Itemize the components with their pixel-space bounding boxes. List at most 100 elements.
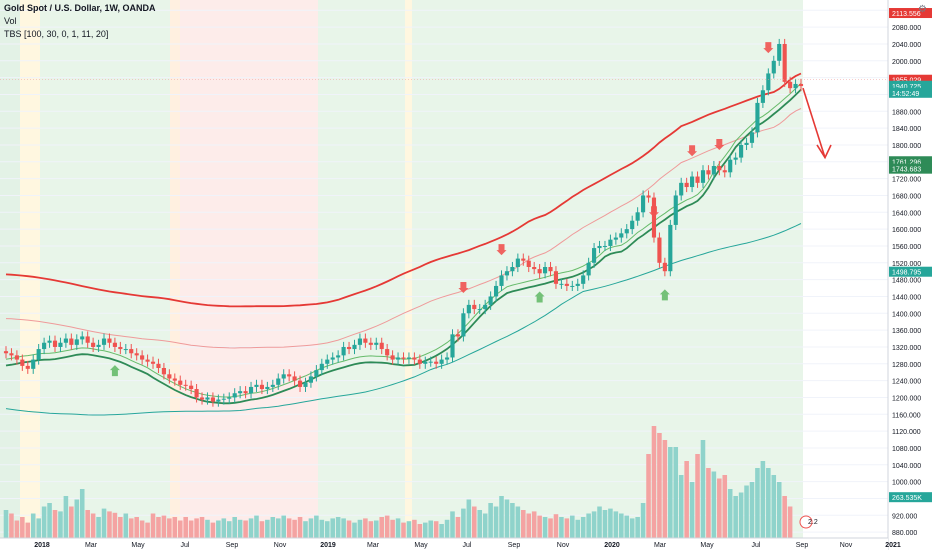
candle-body: [189, 385, 194, 390]
candle-body: [390, 355, 395, 360]
candle-body: [450, 334, 455, 358]
legend-volume[interactable]: Vol: [4, 16, 17, 26]
candle-body: [42, 342, 47, 350]
volume-bar: [711, 471, 717, 538]
volume-bar: [629, 518, 635, 538]
volume-badge-label: 2.2: [808, 519, 818, 526]
volume-bar: [548, 518, 553, 538]
settings-gear-icon[interactable]: ⚙: [918, 4, 927, 15]
time-axis: [0, 538, 888, 550]
background-zone: [803, 0, 888, 538]
candle-body: [363, 338, 368, 343]
candle-body: [178, 380, 183, 385]
volume-bar: [608, 508, 613, 538]
price-axis-label: 1320.000: [892, 345, 921, 352]
candle-body: [739, 144, 744, 158]
candle-body: [412, 357, 417, 360]
volume-bar: [96, 517, 101, 538]
candle-body: [597, 245, 602, 249]
price-axis-label: 1600.000: [892, 227, 921, 234]
volume-bar: [406, 521, 412, 538]
candle-body: [297, 380, 303, 387]
time-axis-label: Mar: [85, 542, 98, 549]
volume-bar: [232, 517, 237, 538]
candle-body: [728, 159, 733, 173]
candle-body: [744, 142, 749, 145]
price-axis-label: 1200.000: [892, 395, 921, 402]
volume-bar: [472, 506, 477, 538]
volume-bar: [657, 433, 662, 538]
candle-body: [613, 237, 618, 240]
volume-bar: [477, 510, 483, 538]
volume-bar: [744, 485, 749, 538]
volume-bar: [330, 518, 335, 538]
volume-bar: [308, 518, 314, 538]
volume-bar: [439, 524, 444, 538]
price-axis-label: 1080.000: [892, 446, 921, 453]
candle-body: [749, 132, 755, 143]
volume-bar: [417, 524, 423, 538]
time-axis-label: 2018: [34, 542, 50, 549]
price-axis-label: 1640.000: [892, 210, 921, 217]
volume-bar: [673, 447, 679, 538]
sell-signal-icon: [458, 282, 469, 294]
price-axis-label: 1880.000: [892, 109, 921, 116]
price-axis-label: 1280.000: [892, 362, 921, 369]
candle-body: [216, 399, 221, 402]
volume-bar: [156, 517, 161, 538]
volume-bar: [303, 521, 308, 538]
volume-bar: [570, 515, 575, 538]
time-axis-label: Mar: [367, 542, 380, 549]
volume-bar: [559, 517, 564, 538]
volume-bar: [335, 517, 341, 538]
price-axis-label: 1520.000: [892, 261, 921, 268]
volume-bar: [488, 503, 493, 538]
volume-bar: [112, 512, 118, 538]
volume-bar: [738, 492, 744, 538]
candle-body: [532, 267, 537, 270]
time-axis-label: Jul: [181, 542, 190, 549]
volume-bar: [499, 496, 504, 538]
ma-line-fast: [5, 88, 802, 405]
candle-body: [488, 296, 493, 305]
candle-body: [483, 304, 488, 310]
candle-body: [385, 349, 390, 356]
volume-bar: [36, 518, 41, 538]
legend-symbol[interactable]: Gold Spot / U.S. Dollar, 1W, OANDA: [4, 3, 156, 13]
volume-bar: [118, 517, 123, 538]
volume-bar: [265, 519, 270, 538]
candle-body: [635, 212, 640, 221]
volume-bar: [619, 513, 624, 538]
price-axis-label: 1000.000: [892, 480, 921, 487]
candle-body: [706, 170, 711, 175]
candle-body: [14, 355, 19, 360]
volume-bar: [521, 510, 526, 538]
candle-body: [85, 336, 90, 343]
candle-body: [194, 389, 199, 398]
price-axis-label: 1560.000: [892, 244, 921, 251]
background-zone: [40, 0, 170, 538]
volume-bar: [172, 517, 178, 538]
candle-body: [668, 224, 673, 272]
legend-tbs-indicator[interactable]: TBS [100, 30, 0, 1, 11, 20]: [4, 29, 109, 39]
sell-signal-icon: [714, 138, 725, 150]
time-axis-label: Jul: [752, 542, 761, 549]
candle-body: [150, 361, 156, 364]
time-axis-label: Nov: [840, 542, 853, 549]
background-zone: [180, 0, 318, 538]
candle-body: [602, 245, 608, 247]
volume-bar: [755, 468, 760, 538]
price-axis-label: 1800.000: [892, 143, 921, 150]
candle-body: [357, 338, 363, 345]
volume-bar: [74, 499, 80, 538]
time-axis-label: Sep: [508, 542, 521, 549]
candle-body: [515, 258, 520, 268]
candle-body: [434, 361, 439, 364]
volume-bar: [183, 517, 188, 538]
candle-body: [504, 271, 510, 276]
candle-body: [281, 374, 286, 379]
volume-bar: [314, 515, 319, 538]
volume-bar: [706, 468, 711, 538]
volume-bar: [401, 522, 406, 538]
